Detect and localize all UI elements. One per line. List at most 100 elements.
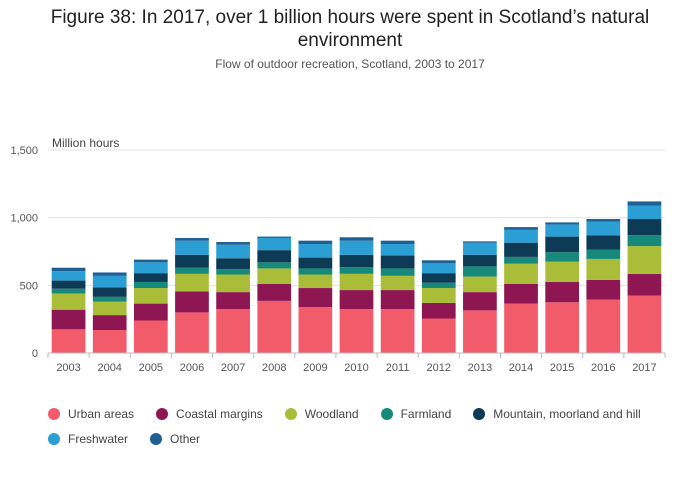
bar-segment <box>175 273 209 292</box>
bar-segment <box>216 242 250 245</box>
bar-segment <box>339 267 374 274</box>
legend-swatch <box>380 407 393 420</box>
bar-segment <box>51 280 86 289</box>
bar-segment <box>504 229 538 243</box>
x-tick-label: 2013 <box>468 362 492 374</box>
bar-segment <box>133 288 168 304</box>
legend-swatch <box>284 407 297 420</box>
bar-segment <box>298 306 333 353</box>
legend-label: Other <box>170 431 201 446</box>
legend-label: Urban areas <box>68 406 135 421</box>
legend-swatch <box>48 407 60 420</box>
bar-segment <box>339 254 374 268</box>
bar-segment <box>257 250 292 263</box>
bar-segment <box>133 303 168 321</box>
bar-segment <box>380 244 415 256</box>
bar-segment <box>92 272 127 276</box>
bar-segment <box>133 273 168 282</box>
bar-segment <box>545 224 580 237</box>
bar-segment <box>545 252 580 262</box>
x-tick-label: 2017 <box>632 362 656 374</box>
x-tick-label: 2015 <box>550 362 574 374</box>
x-tick-label: 2009 <box>303 362 327 374</box>
bar-segment <box>545 281 580 303</box>
x-tick-label: 2016 <box>591 362 615 374</box>
bar-segment <box>216 244 250 259</box>
bar-segment <box>380 255 415 269</box>
legend-label: Farmland <box>400 406 452 421</box>
bar-segment <box>463 241 497 243</box>
bar-segment <box>257 262 292 269</box>
bar-segment <box>586 221 621 236</box>
y-tick-label: 0 <box>32 348 38 360</box>
bar-segment <box>627 246 662 274</box>
bar-segment <box>216 258 250 270</box>
bar-segment <box>504 256 538 264</box>
bar-segment <box>339 240 374 255</box>
bar-segment <box>298 240 333 245</box>
bar-segment <box>586 299 621 353</box>
bar-segment <box>257 268 292 284</box>
bar-segment <box>421 318 456 353</box>
bar-segment <box>545 261 580 282</box>
legend-swatch <box>150 432 163 445</box>
x-tick-label: 2006 <box>180 362 204 374</box>
y-tick-label: 500 <box>20 280 38 292</box>
bar-segment <box>298 288 333 307</box>
bar-segment <box>51 309 86 330</box>
bar-segment <box>257 236 292 238</box>
bar-segment <box>92 296 127 302</box>
bar-segment <box>463 254 497 267</box>
x-tick-label: 2008 <box>262 362 286 374</box>
legend-label: Coastal margins <box>176 406 263 421</box>
bar-segment <box>175 291 209 313</box>
bar-segment <box>51 329 86 353</box>
bar-segment <box>380 309 415 353</box>
bar-segment <box>51 271 86 281</box>
legend-item: Farmland <box>380 406 452 421</box>
bar-segment <box>216 269 250 275</box>
bar-segment <box>175 267 209 274</box>
bar-segment <box>133 259 168 263</box>
bar-segment <box>339 290 374 310</box>
legend-item: Woodland <box>284 406 359 421</box>
bar-segment <box>504 227 538 230</box>
legend-swatch <box>156 407 169 420</box>
x-tick-label: 2010 <box>344 362 368 374</box>
bar-segment <box>298 244 333 258</box>
x-tick-label: 2012 <box>427 362 451 374</box>
bar-segment <box>298 274 333 289</box>
legend-swatch <box>473 407 486 420</box>
x-tick-label: 2003 <box>56 362 80 374</box>
legend-swatch <box>48 432 60 445</box>
bar-segment <box>586 249 621 259</box>
x-tick-label: 2014 <box>509 362 533 374</box>
bar-segment <box>463 276 497 293</box>
bar-segment <box>627 201 662 206</box>
bar-segment <box>92 301 127 316</box>
legend-item: Freshwater <box>48 431 128 446</box>
bar-segment <box>257 300 292 353</box>
bar-segment <box>380 290 415 310</box>
bar-segment <box>545 236 580 253</box>
bar-segment <box>216 309 250 353</box>
legend-item: Coastal margins <box>156 406 263 421</box>
bar-segment <box>421 302 456 319</box>
chart-legend: Urban areas Coastal margins Woodland Farmla… <box>48 406 688 456</box>
legend-label: Freshwater <box>68 431 129 446</box>
y-tick-label: 1,500 <box>10 145 38 157</box>
bar-segment <box>133 281 168 289</box>
bar-segment <box>504 263 538 284</box>
bar-segment <box>421 273 456 283</box>
bar-segment <box>545 222 580 225</box>
bar-segment <box>504 283 538 304</box>
bar-segment <box>504 242 538 257</box>
bar-segment <box>175 254 209 268</box>
bar-segment <box>586 258 621 280</box>
legend-label: Woodland <box>304 406 359 421</box>
bar-segment <box>421 282 456 289</box>
bar-segment <box>257 237 292 251</box>
bar-segment <box>92 287 127 297</box>
bar-segment <box>92 329 127 353</box>
bar-segment <box>421 260 456 264</box>
